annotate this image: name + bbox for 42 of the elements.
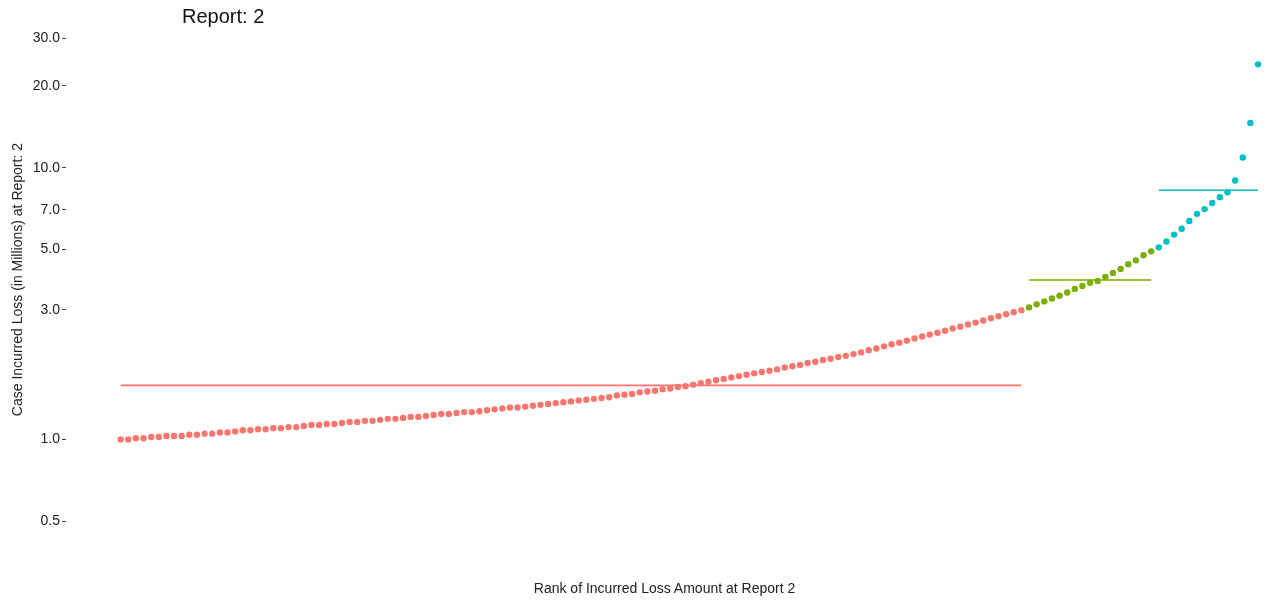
y-tick-label: 30.0 (32, 28, 61, 45)
point (1071, 285, 1079, 293)
point (1201, 205, 1208, 213)
y-tick-label: 0.5 (40, 512, 61, 529)
point (1231, 177, 1239, 184)
point (1025, 304, 1033, 311)
point (1064, 289, 1071, 296)
point (1079, 282, 1086, 290)
point (1056, 292, 1063, 299)
y-axis-title: Case Incurred Loss (in Millions) at Report: 2 (9, 142, 26, 417)
y-tick-label: 7.0 (40, 200, 61, 217)
point (1132, 257, 1140, 264)
point (1247, 119, 1254, 127)
point (1086, 279, 1094, 286)
point (1170, 231, 1178, 238)
point (1209, 199, 1216, 207)
x-axis-title: Rank of Incurred Loss Amount at Report 2 (533, 580, 796, 597)
y-tick-label: 10.0 (32, 158, 61, 175)
point (1094, 277, 1101, 285)
point (1239, 154, 1246, 161)
point (1140, 252, 1147, 259)
point (1163, 238, 1170, 245)
point (1102, 273, 1109, 281)
point (1155, 244, 1162, 251)
point (1178, 225, 1185, 232)
point (1125, 261, 1132, 268)
point (1041, 298, 1048, 305)
point (1224, 189, 1231, 196)
point (1117, 265, 1124, 273)
y-tick-label: 20.0 (32, 76, 61, 93)
y-tick-label: 1.0 (40, 430, 61, 447)
chart-title: Report: 2 (182, 4, 265, 27)
point (1048, 295, 1056, 302)
point (1109, 269, 1117, 277)
point (1033, 301, 1040, 308)
point (1186, 217, 1193, 225)
point (1216, 193, 1224, 201)
point (1193, 210, 1201, 218)
y-tick-label: 5.0 (40, 240, 61, 257)
y-tick-label: 3.0 (40, 300, 61, 317)
point (1254, 61, 1262, 68)
point (1147, 248, 1155, 255)
